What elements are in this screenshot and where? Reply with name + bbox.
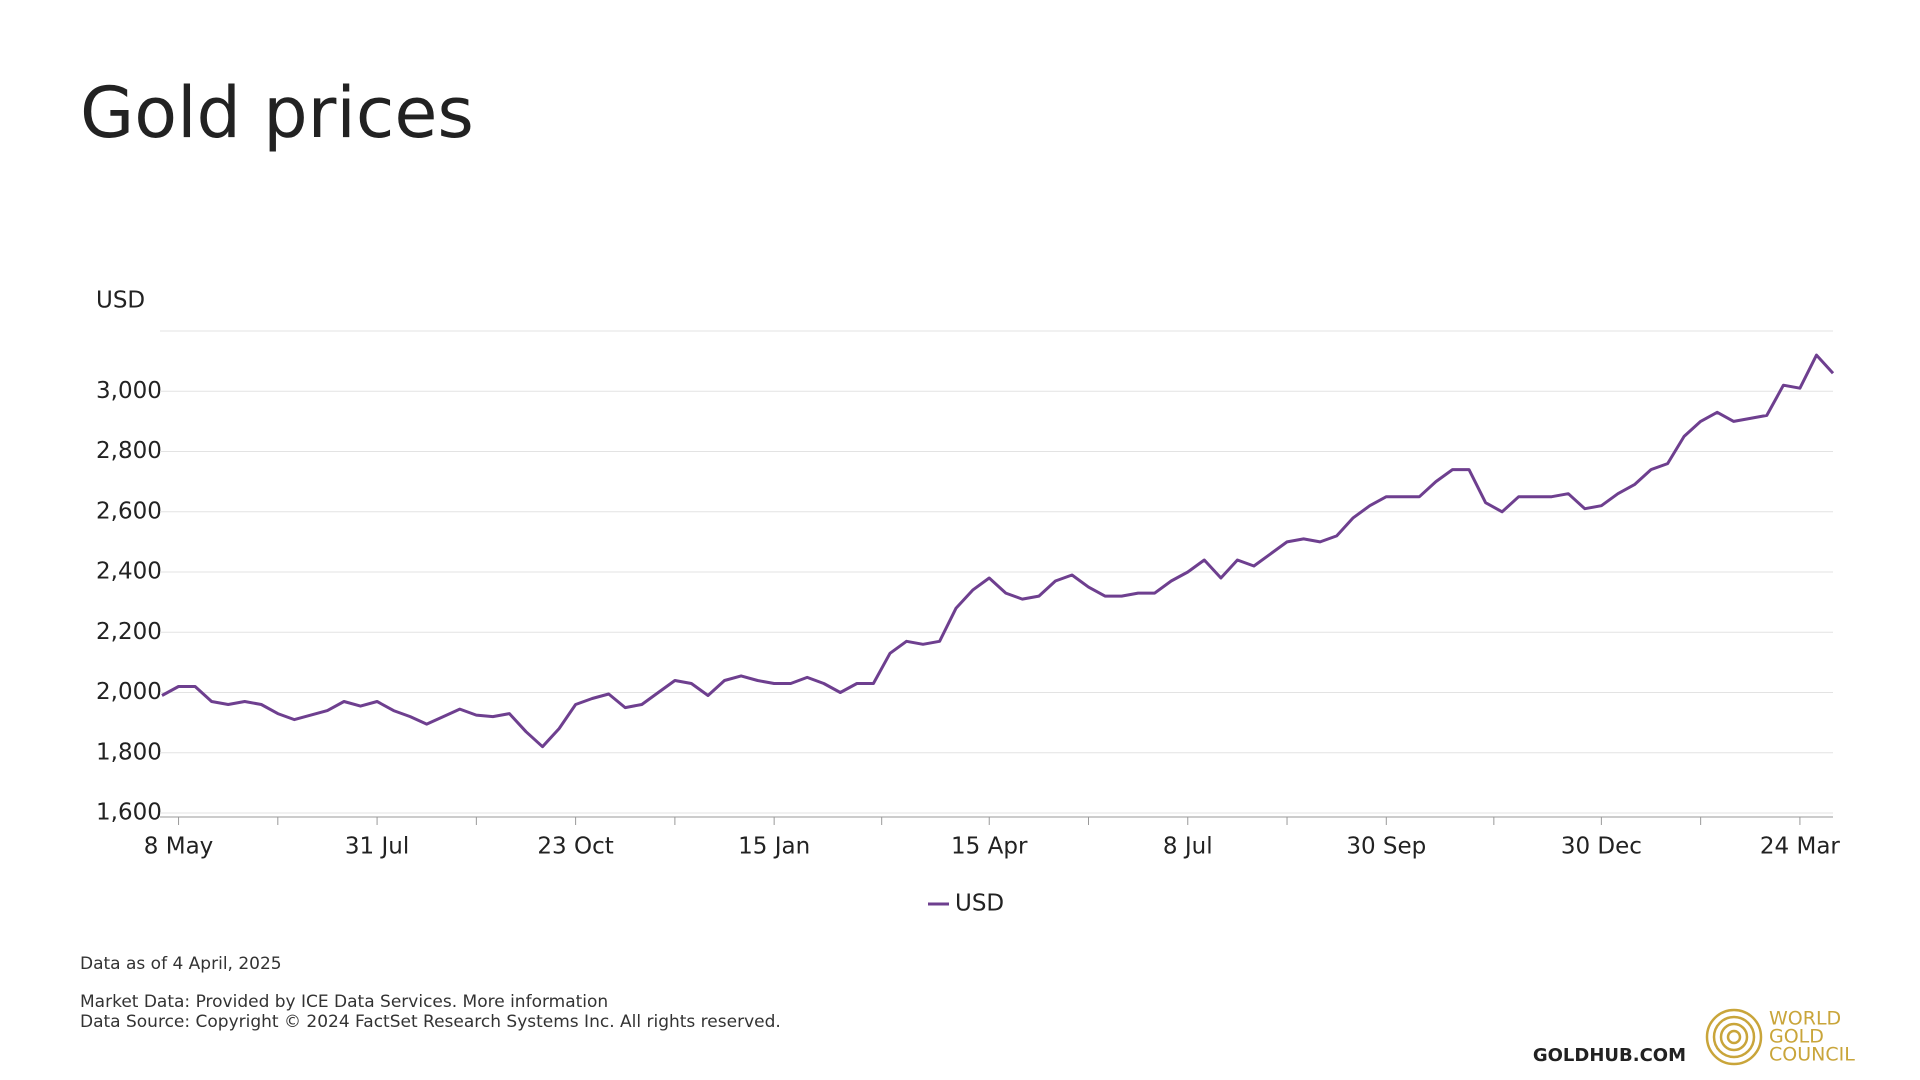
- x-tick-label: 30 Sep: [1346, 834, 1426, 860]
- y-axis-label: USD: [96, 288, 145, 314]
- x-tick-label: 24 Mar: [1760, 834, 1841, 860]
- y-tick-label: 2,200: [96, 619, 162, 645]
- logo-text: WORLD: [1769, 1008, 1841, 1030]
- data-source-note: Data Source: Copyright © 2024 FactSet Re…: [80, 1012, 781, 1032]
- logo-text: COUNCIL: [1769, 1044, 1855, 1066]
- y-tick-label: 2,000: [96, 679, 162, 705]
- price-line: [161, 353, 1835, 749]
- as-of-note: Data as of 4 April, 2025: [80, 954, 282, 974]
- x-tick-label: 8 May: [144, 834, 214, 860]
- x-tick-label: 15 Apr: [951, 834, 1028, 860]
- legend-label: USD: [955, 891, 1004, 917]
- y-tick-label: 1,800: [96, 739, 162, 765]
- x-tick-label: 31 Jul: [345, 834, 409, 860]
- site-link[interactable]: GOLDHUB.COM: [1533, 1045, 1686, 1066]
- x-tick-label: 15 Jan: [738, 834, 810, 860]
- y-tick-label: 3,000: [96, 378, 162, 404]
- chart-title: Gold prices: [80, 72, 474, 154]
- x-tick-label: 8 Jul: [1163, 834, 1213, 860]
- logo-mark: [1705, 1008, 1763, 1066]
- x-tick-label: 30 Dec: [1561, 834, 1642, 860]
- y-tick-label: 1,600: [96, 800, 162, 826]
- y-tick-label: 2,600: [96, 498, 162, 524]
- y-tick-label: 2,800: [96, 438, 162, 464]
- market-data-note: Market Data: Provided by ICE Data Servic…: [80, 992, 608, 1012]
- y-tick-label: 2,400: [96, 559, 162, 585]
- x-tick-label: 23 Oct: [537, 834, 613, 860]
- logo-text: GOLD: [1769, 1026, 1824, 1048]
